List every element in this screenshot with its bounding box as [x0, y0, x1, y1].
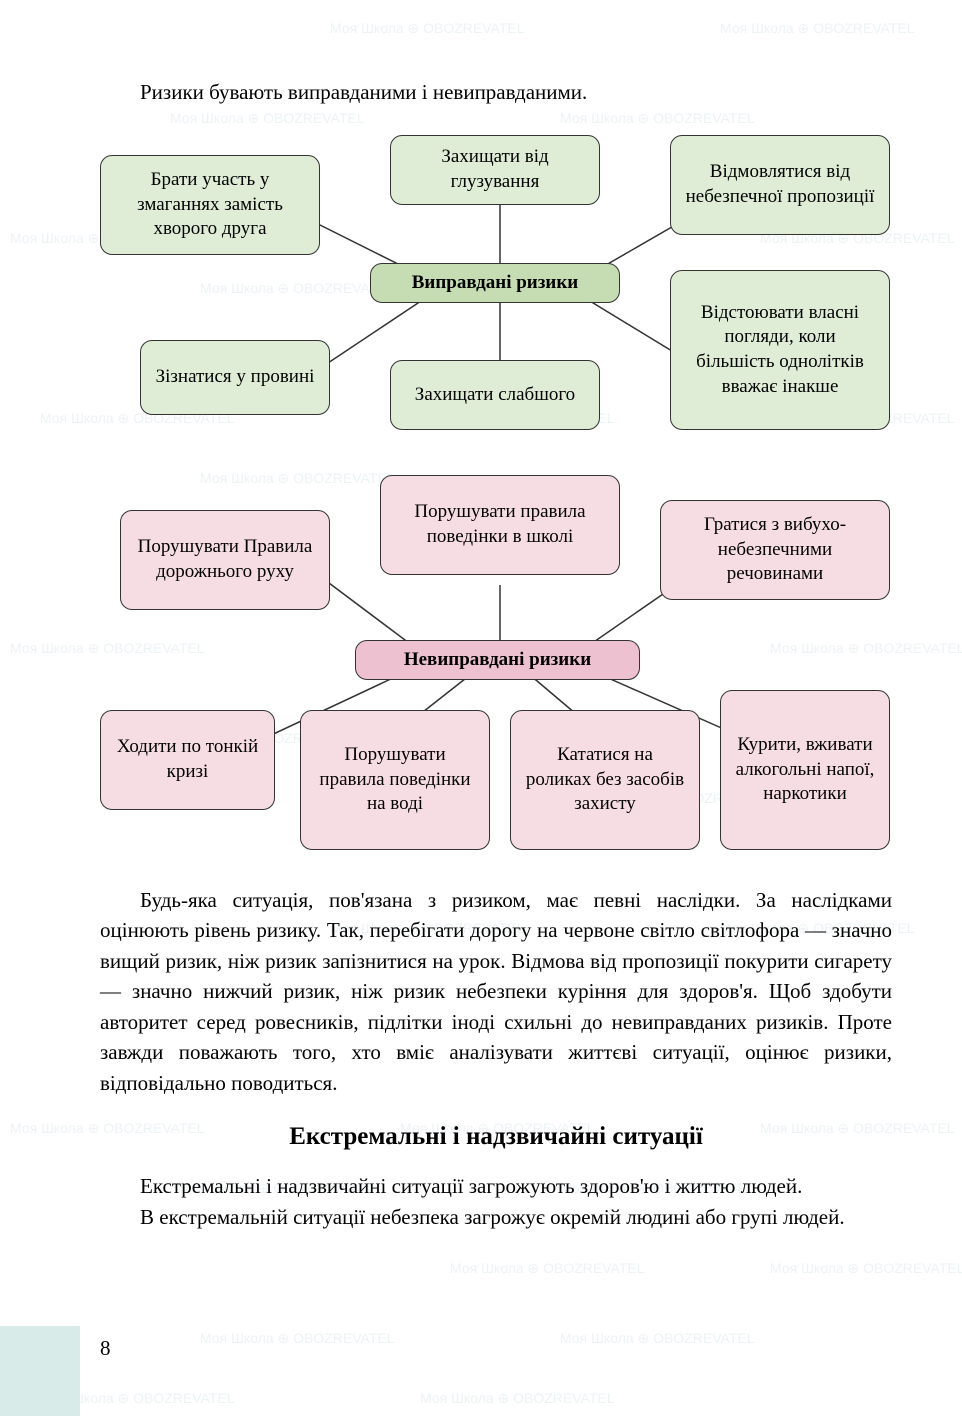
diagram2-center: Невиправдані ризики — [355, 640, 640, 680]
diagram2-node1: Порушувати Правила дорожнього руху — [120, 510, 330, 610]
diagram-justified-risks: Брати участь у змаганнях замість хворого… — [100, 135, 892, 445]
body-paragraph: Будь-яка ситуація, пов'язана з ризиком, … — [100, 885, 892, 1098]
diagram2-node5: Порушувати правила поведінки на воді — [300, 710, 490, 850]
diagram2-node4: Ходити по тонкій кризі — [100, 710, 275, 810]
watermark: Моя Школа ⊕ OBOZREVATEL — [200, 1330, 395, 1347]
diagram2-node7: Курити, вживати алкогольні напої, наркот… — [720, 690, 890, 850]
watermark: Моя Школа ⊕ OBOZREVATEL — [560, 1330, 755, 1347]
diagram1-node2: Захищати від глузування — [390, 135, 600, 205]
diagram2-node2: Порушувати правила поведінки в школі — [380, 475, 620, 575]
page-number: 8 — [100, 1336, 111, 1361]
intro-text: Ризики бувають виправданими і невиправда… — [100, 80, 892, 105]
watermark: Моя Школа ⊕ OBOZREVATEL — [420, 1390, 615, 1407]
diagram1-node6: Відстоювати власні погляди, коли більшіс… — [670, 270, 890, 430]
diagram1-node1: Брати участь у змаганнях замість хворого… — [100, 155, 320, 255]
diagram1-node3: Відмовлятися від небезпечної пропозиції — [670, 135, 890, 235]
diagram1-node4: Зізнатися у провині — [140, 340, 330, 415]
page-corner-decoration — [0, 1326, 80, 1416]
paragraph-2: В екстремальній ситуації небезпека загро… — [100, 1202, 892, 1232]
diagram1-center: Виправдані ризики — [370, 263, 620, 303]
section-heading: Екстремальні і надзвичайні ситуації — [100, 1123, 892, 1151]
diagram-unjustified-risks: Порушувати Правила дорожнього руху Поруш… — [100, 475, 892, 855]
diagram1-node5: Захищати слабшого — [390, 360, 600, 430]
diagram2-node3: Гратися з вибухо-небезпечними речовинами — [660, 500, 890, 600]
diagram2-node6: Кататися на роликах без засобів захисту — [510, 710, 700, 850]
page-content: Ризики бувають виправданими і невиправда… — [0, 0, 962, 1282]
paragraph-1: Екстремальні і надзвичайні ситуації загр… — [100, 1171, 892, 1201]
